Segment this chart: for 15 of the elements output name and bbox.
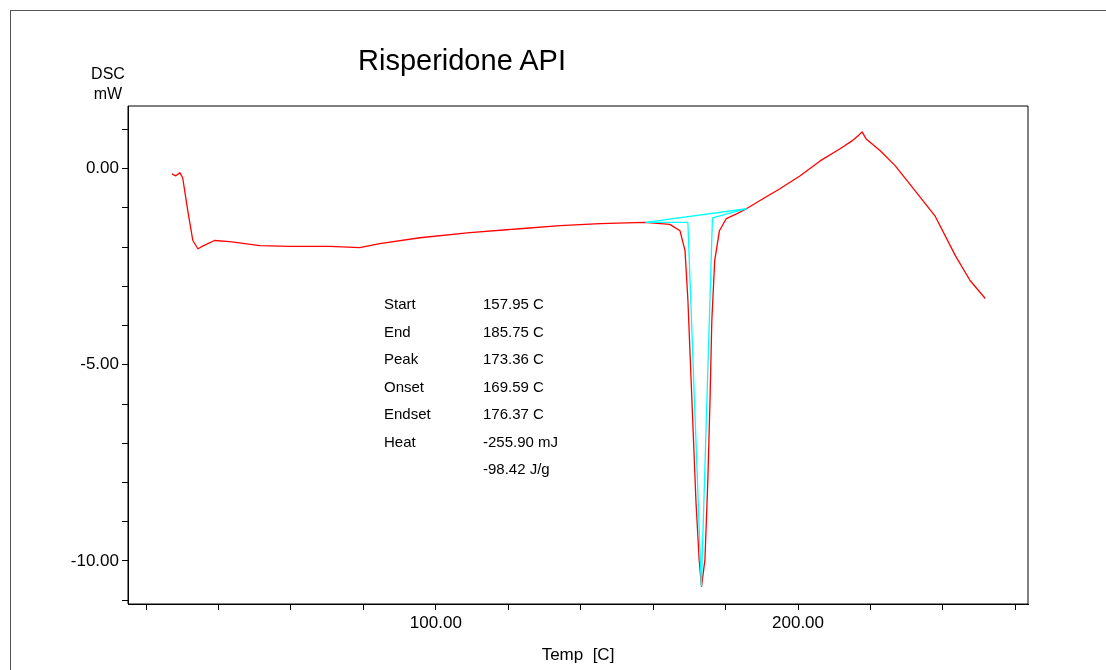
y-tick-label: -5.00 <box>80 354 119 374</box>
x-tick-label: 200.00 <box>772 612 825 632</box>
annotation: -98.42 J/g <box>483 460 550 477</box>
x-axis-title: Temp [C] <box>541 645 615 665</box>
x-tick-label: 100.00 <box>409 612 462 632</box>
chart-title: Risperidone API <box>358 44 566 77</box>
text: Endset 176.37 C <box>384 405 544 422</box>
text: Start 157.95 C <box>384 295 544 312</box>
y-axis-title: DSC mW <box>90 64 126 104</box>
y-tick-label: -10.00 <box>70 550 119 570</box>
text: Peak 173.36 C <box>384 350 544 367</box>
text: End 185.75 C <box>384 322 544 340</box>
y-tick-label: 0.00 <box>85 158 119 178</box>
text: Onset 169.59 C <box>384 377 544 395</box>
text: Heat -255.90 mJ <box>384 432 559 450</box>
